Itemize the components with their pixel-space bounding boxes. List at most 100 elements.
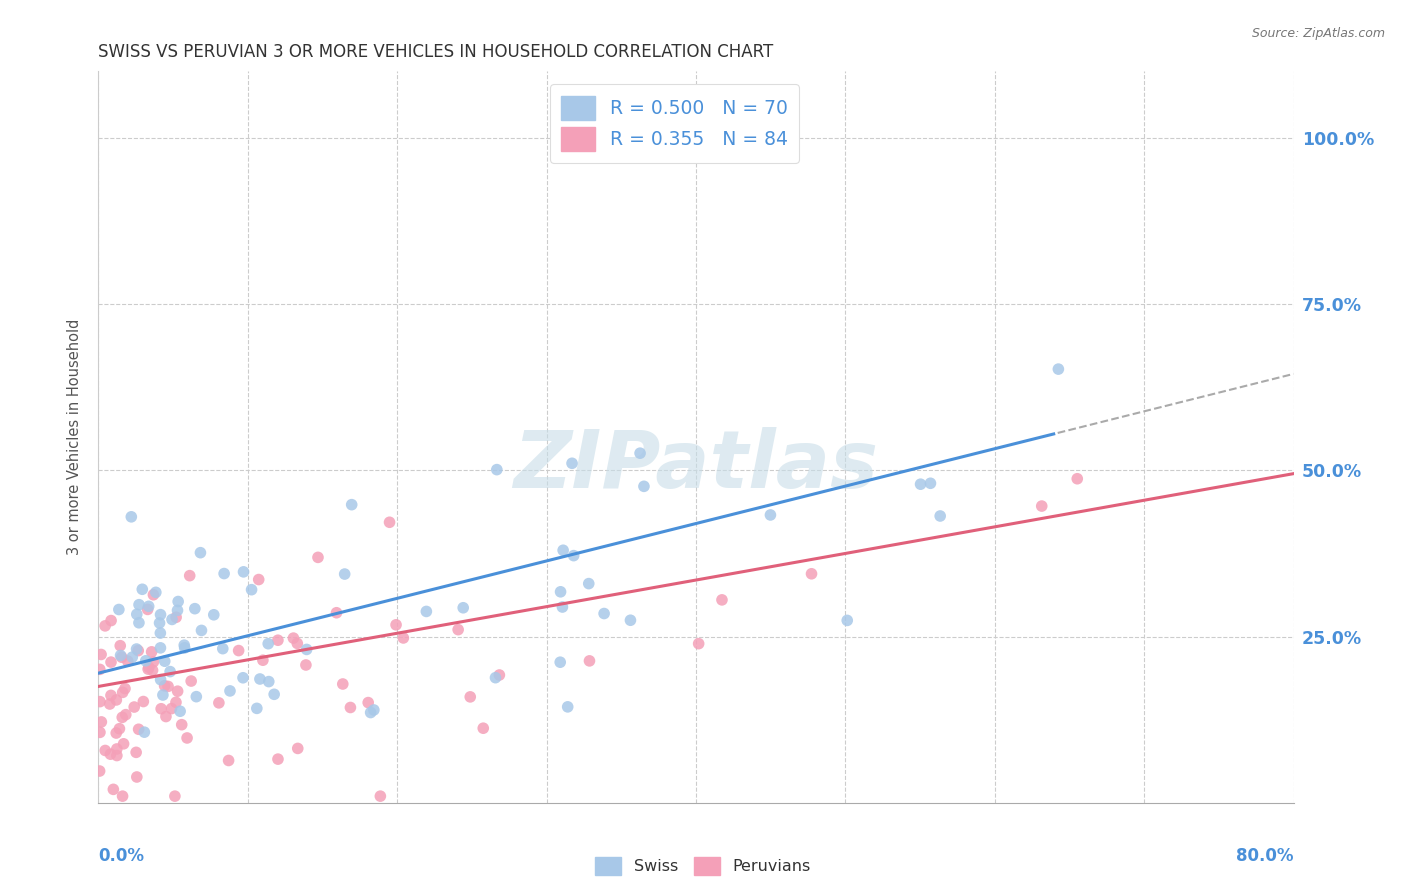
Point — [910, 477, 932, 491]
Point — [108, 722, 131, 736]
Point — [247, 573, 270, 587]
Point — [232, 671, 254, 685]
Point — [166, 684, 188, 698]
Point — [307, 550, 329, 565]
Point — [619, 613, 641, 627]
Point — [232, 565, 254, 579]
Point — [108, 602, 131, 616]
Point — [553, 543, 575, 558]
Point — [472, 721, 495, 735]
Point — [578, 576, 600, 591]
Point — [148, 615, 170, 630]
Point — [103, 782, 125, 797]
Point — [121, 650, 143, 665]
Point — [120, 509, 142, 524]
Point — [385, 617, 408, 632]
Point — [257, 674, 280, 689]
Point — [710, 593, 733, 607]
Point — [125, 745, 148, 759]
Point — [173, 638, 195, 652]
Point — [263, 687, 285, 701]
Point — [169, 704, 191, 718]
Point — [186, 690, 208, 704]
Point — [89, 764, 111, 778]
Point — [211, 641, 233, 656]
Point — [295, 642, 318, 657]
Point — [153, 679, 176, 693]
Point — [267, 752, 290, 766]
Point — [98, 697, 121, 711]
Point — [633, 479, 655, 493]
Point — [159, 665, 181, 679]
Point — [267, 633, 290, 648]
Text: ZIPatlas: ZIPatlas — [513, 427, 879, 506]
Point — [157, 680, 180, 694]
Point — [149, 673, 172, 687]
Point — [325, 606, 347, 620]
Point — [125, 642, 148, 657]
Point — [332, 677, 354, 691]
Point — [112, 737, 135, 751]
Point — [160, 612, 183, 626]
Point — [363, 703, 385, 717]
Point — [180, 674, 202, 689]
Point — [125, 770, 148, 784]
Point — [136, 662, 159, 676]
Point — [105, 693, 128, 707]
Point — [190, 546, 212, 560]
Point — [176, 731, 198, 745]
Point — [208, 696, 231, 710]
Point — [557, 699, 579, 714]
Point — [184, 601, 207, 615]
Point — [219, 684, 242, 698]
Y-axis label: 3 or more Vehicles in Household: 3 or more Vehicles in Household — [67, 319, 83, 555]
Point — [100, 655, 122, 669]
Text: 0.0%: 0.0% — [98, 847, 145, 864]
Point — [100, 747, 122, 762]
Point — [110, 639, 132, 653]
Point — [378, 516, 401, 530]
Point — [138, 599, 160, 614]
Text: SWISS VS PERUVIAN 3 OR MORE VEHICLES IN HOUSEHOLD CORRELATION CHART: SWISS VS PERUVIAN 3 OR MORE VEHICLES IN … — [98, 44, 773, 62]
Point — [837, 614, 859, 628]
Point — [100, 614, 122, 628]
Point — [152, 688, 174, 702]
Point — [212, 566, 235, 581]
Point — [451, 600, 474, 615]
Point — [485, 462, 508, 476]
Point — [149, 640, 172, 655]
Text: 80.0%: 80.0% — [1236, 847, 1294, 864]
Point — [800, 566, 823, 581]
Point — [163, 789, 186, 804]
Point — [550, 584, 572, 599]
Point — [155, 709, 177, 723]
Point — [145, 585, 167, 599]
Point — [249, 672, 271, 686]
Point — [111, 710, 134, 724]
Point — [89, 695, 111, 709]
Point — [128, 598, 150, 612]
Point — [138, 660, 160, 674]
Point — [105, 742, 128, 756]
Point — [141, 645, 163, 659]
Point — [360, 706, 382, 720]
Point — [150, 702, 173, 716]
Point — [131, 582, 153, 597]
Point — [90, 648, 112, 662]
Point — [100, 689, 122, 703]
Point — [458, 690, 481, 704]
Point — [122, 700, 145, 714]
Point — [929, 508, 952, 523]
Legend: R = 0.500   N = 70, R = 0.355   N = 84: R = 0.500 N = 70, R = 0.355 N = 84 — [550, 85, 799, 162]
Point — [628, 446, 651, 460]
Point — [190, 624, 212, 638]
Point — [89, 662, 111, 676]
Point — [111, 650, 134, 665]
Point — [127, 643, 149, 657]
Point — [218, 754, 240, 768]
Point — [94, 743, 117, 757]
Point — [111, 789, 134, 804]
Point — [357, 696, 380, 710]
Point — [246, 701, 269, 715]
Point — [1066, 472, 1088, 486]
